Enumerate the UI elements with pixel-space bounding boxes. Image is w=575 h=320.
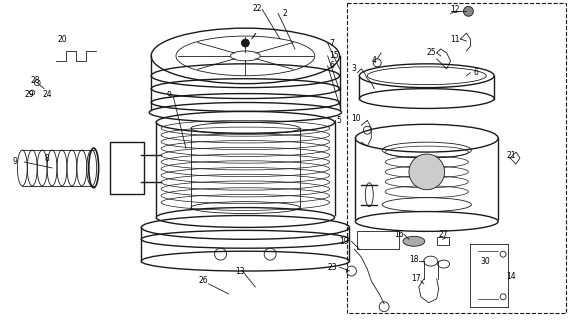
Text: 26: 26	[199, 276, 208, 285]
Text: 3: 3	[351, 64, 356, 73]
Text: 18: 18	[409, 255, 419, 264]
Bar	[110, 142, 144, 194]
Bar	[347, 4, 566, 313]
Text: 25: 25	[427, 48, 436, 57]
Text: 9: 9	[166, 91, 171, 100]
Text: 12: 12	[451, 5, 460, 14]
Text: 14: 14	[506, 272, 516, 282]
Text: 15: 15	[329, 52, 339, 60]
Text: 22: 22	[252, 4, 262, 13]
Text: 8: 8	[44, 154, 49, 163]
Text: 7: 7	[329, 38, 335, 48]
Text: 21: 21	[506, 150, 516, 160]
Text: 24: 24	[42, 90, 52, 99]
Text: 30: 30	[480, 257, 490, 266]
Bar	[358, 231, 399, 249]
Text: 5: 5	[336, 116, 342, 125]
Text: 16: 16	[394, 230, 404, 239]
Circle shape	[409, 154, 444, 190]
Text: 28: 28	[30, 76, 40, 85]
Text: 19: 19	[340, 237, 349, 246]
Text: 11: 11	[451, 35, 460, 44]
Bar	[436, 237, 448, 245]
Text: 20: 20	[57, 35, 67, 44]
Text: 27: 27	[439, 230, 449, 239]
Text: 2: 2	[282, 9, 287, 18]
Text: 17: 17	[411, 275, 420, 284]
Text: 4: 4	[371, 56, 376, 65]
Text: 23: 23	[328, 263, 338, 272]
Text: 6: 6	[329, 61, 335, 70]
Ellipse shape	[403, 236, 425, 246]
Circle shape	[463, 6, 473, 16]
Text: 29: 29	[24, 90, 34, 99]
Text: 9: 9	[13, 157, 17, 166]
Text: 13: 13	[235, 267, 245, 276]
Text: 6: 6	[473, 68, 478, 77]
Text: 10: 10	[351, 114, 361, 123]
Circle shape	[242, 39, 250, 47]
